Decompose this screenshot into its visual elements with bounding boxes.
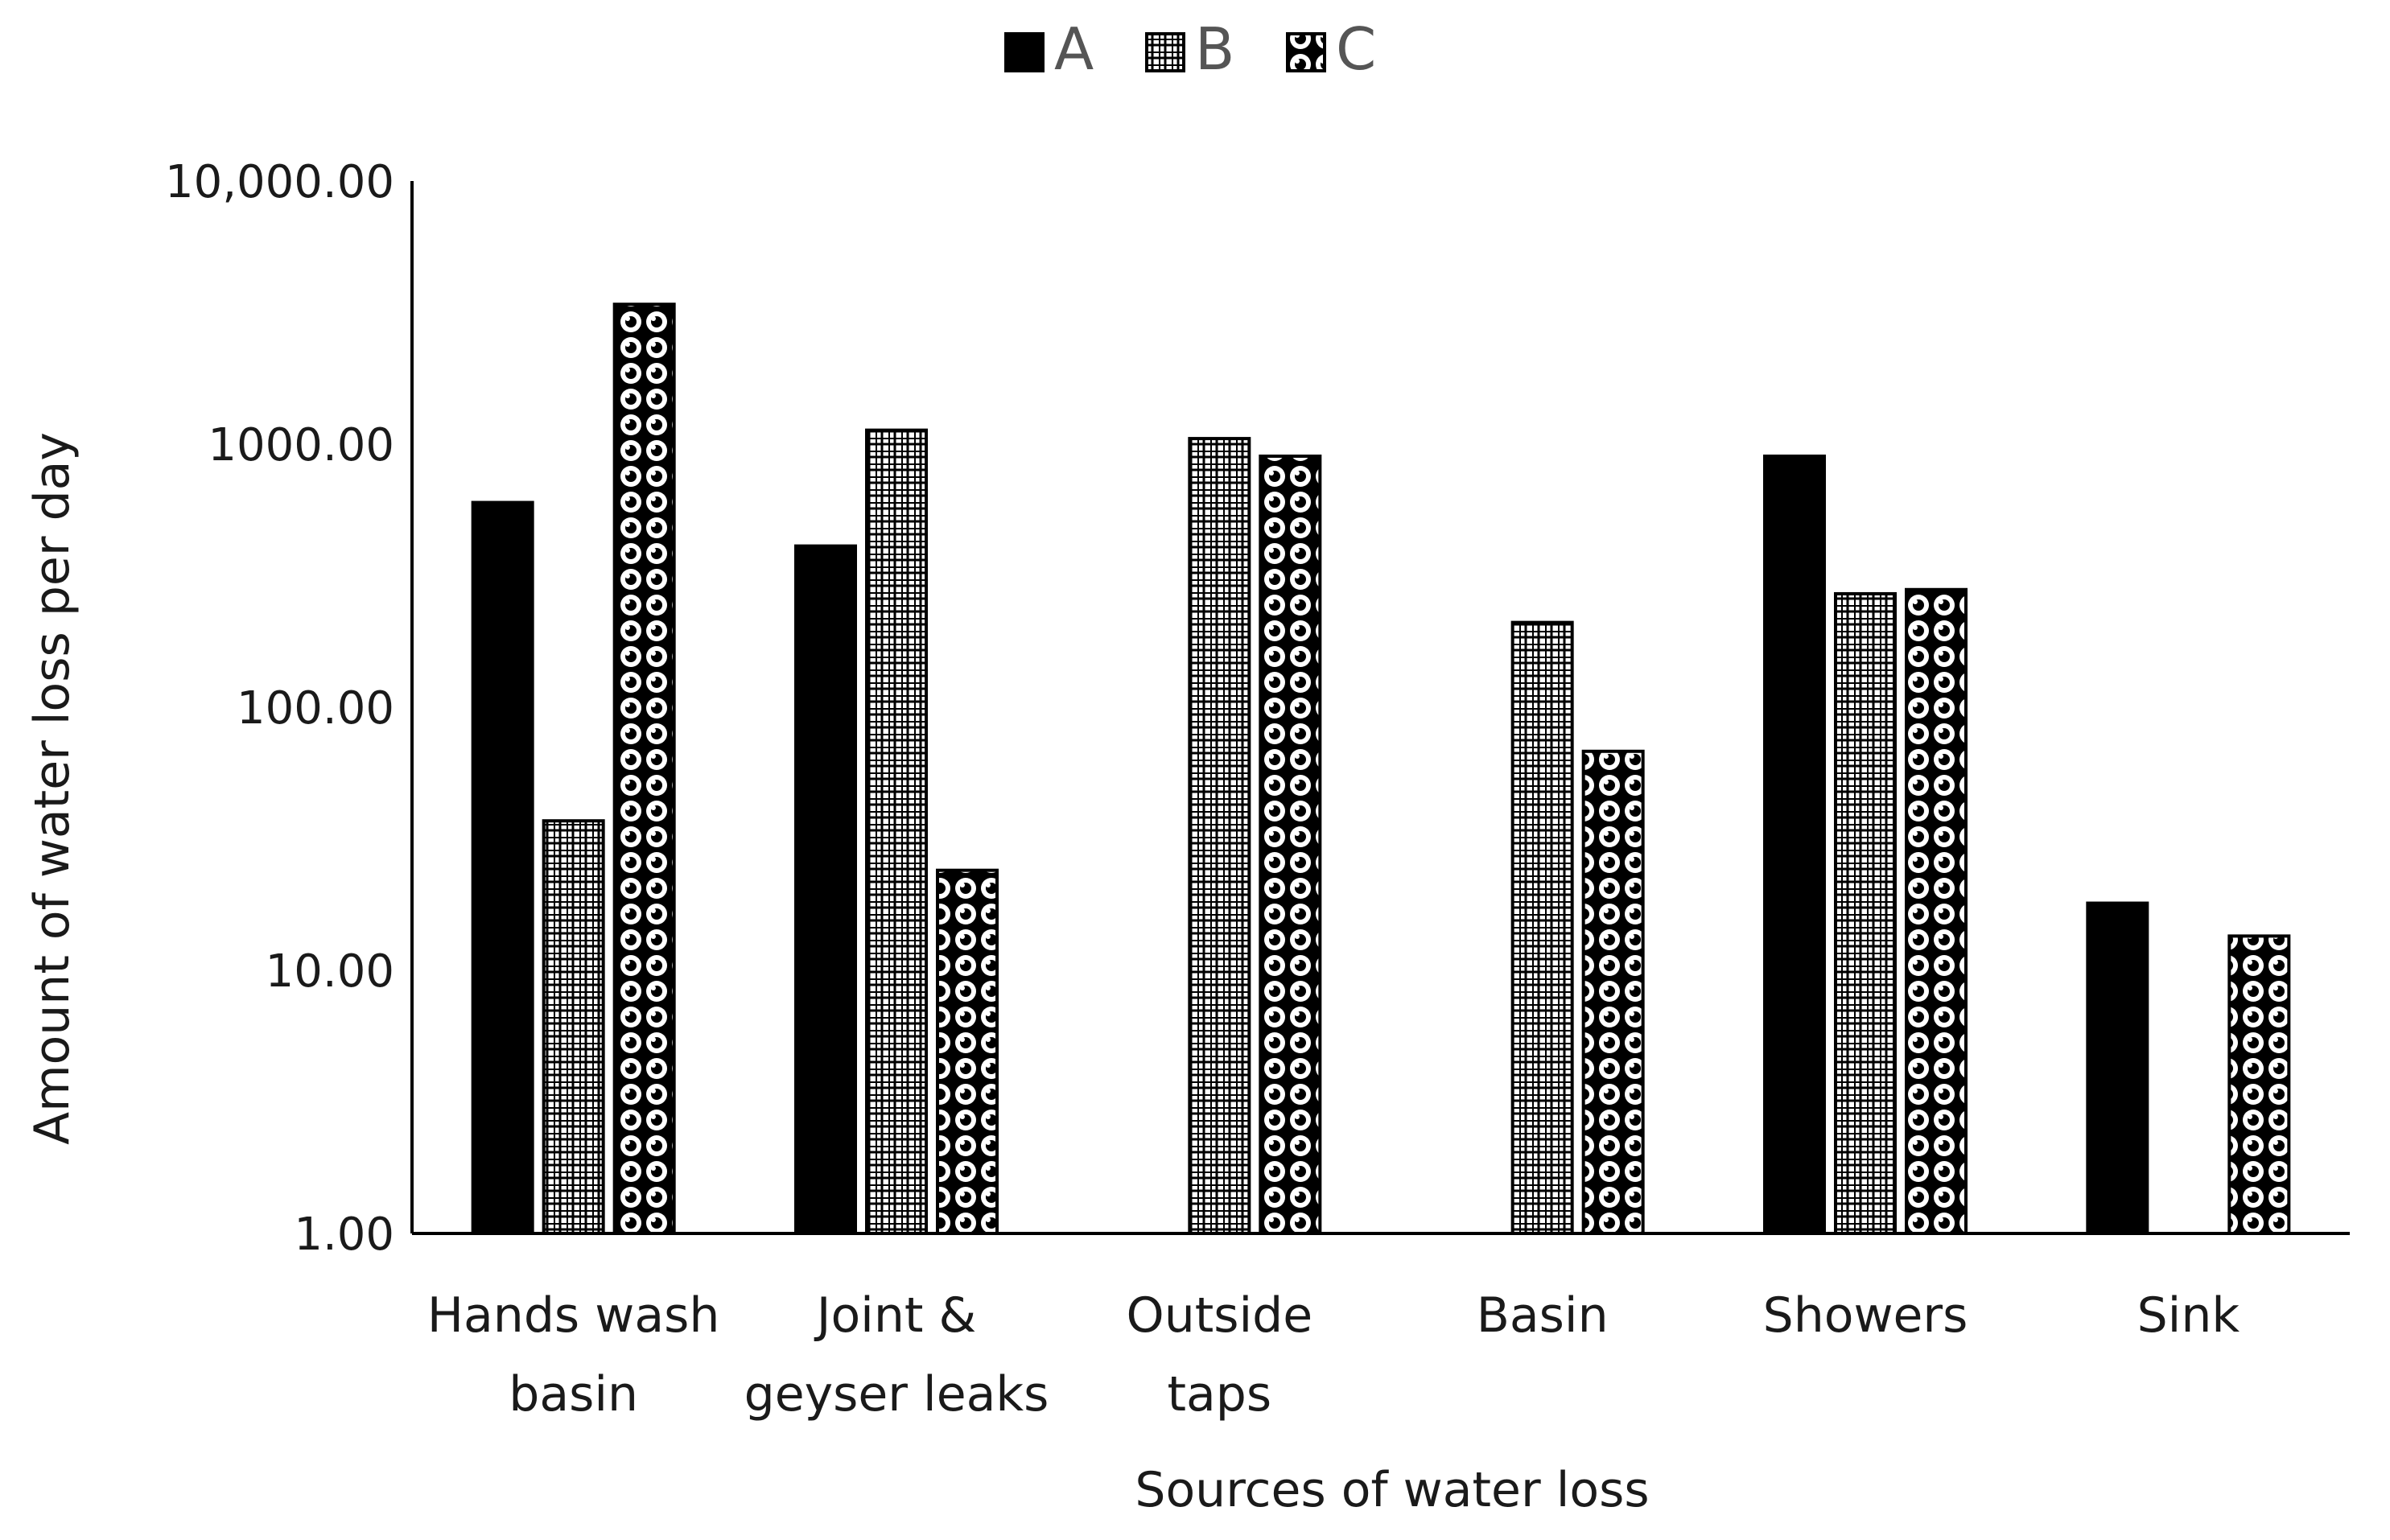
bar-C-4 bbox=[1905, 587, 1968, 1235]
y-tick-label: 1000.00 bbox=[208, 419, 394, 471]
x-category-label: Showers bbox=[1763, 1287, 1968, 1344]
legend: A B C bbox=[1004, 15, 1376, 83]
legend-label-B: B bbox=[1195, 15, 1234, 83]
bars bbox=[471, 303, 2291, 1235]
bar-C-1 bbox=[936, 868, 999, 1235]
y-tick-label: 10.00 bbox=[266, 945, 394, 998]
y-tick-label: 1.00 bbox=[294, 1209, 394, 1261]
bar-C-3 bbox=[1581, 749, 1645, 1235]
legend-swatch-B bbox=[1145, 32, 1185, 72]
y-axis-ticks: 1.00 10.00 100.00 1000.00 10,000.00 bbox=[165, 156, 394, 1261]
x-axis-title: Sources of water loss bbox=[1135, 1462, 1649, 1518]
bar-C-0 bbox=[612, 303, 676, 1235]
bar-C-2 bbox=[1259, 454, 1322, 1235]
y-axis-title: Amount of water loss per day bbox=[24, 432, 80, 1145]
x-category-label: geyser leaks bbox=[744, 1366, 1049, 1423]
x-category-label: Sink bbox=[2137, 1287, 2240, 1344]
x-category-label: basin bbox=[509, 1366, 638, 1423]
bar-B-0 bbox=[542, 819, 605, 1235]
legend-label-A: A bbox=[1054, 15, 1094, 83]
legend-swatch-C bbox=[1286, 32, 1326, 72]
bar-A-5 bbox=[2086, 901, 2149, 1235]
bar-A-0 bbox=[471, 500, 534, 1235]
x-category-label: Hands wash bbox=[427, 1287, 719, 1344]
bar-A-1 bbox=[794, 544, 857, 1235]
bar-B-1 bbox=[865, 428, 928, 1235]
bar-B-2 bbox=[1188, 437, 1251, 1235]
bar-B-3 bbox=[1510, 620, 1574, 1235]
y-tick-label: 10,000.00 bbox=[165, 156, 394, 208]
x-category-label: taps bbox=[1168, 1366, 1272, 1423]
y-tick-label: 100.00 bbox=[237, 682, 394, 735]
bar-C-5 bbox=[2227, 934, 2291, 1235]
bar-B-4 bbox=[1834, 591, 1897, 1235]
legend-swatch-A bbox=[1004, 32, 1045, 72]
x-axis-labels: Hands wash basin Joint & geyser leaks Outsid… bbox=[427, 1287, 2240, 1423]
legend-label-C: C bbox=[1336, 15, 1376, 83]
x-category-label: Joint & bbox=[814, 1287, 977, 1344]
bar-A-4 bbox=[1763, 454, 1826, 1235]
x-category-label: Outside bbox=[1126, 1287, 1312, 1344]
x-category-label: Basin bbox=[1477, 1287, 1609, 1344]
